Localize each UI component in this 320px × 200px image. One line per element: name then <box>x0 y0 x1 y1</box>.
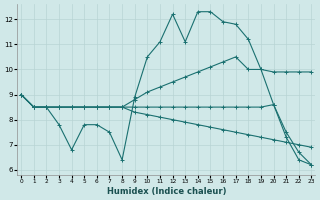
X-axis label: Humidex (Indice chaleur): Humidex (Indice chaleur) <box>107 187 226 196</box>
